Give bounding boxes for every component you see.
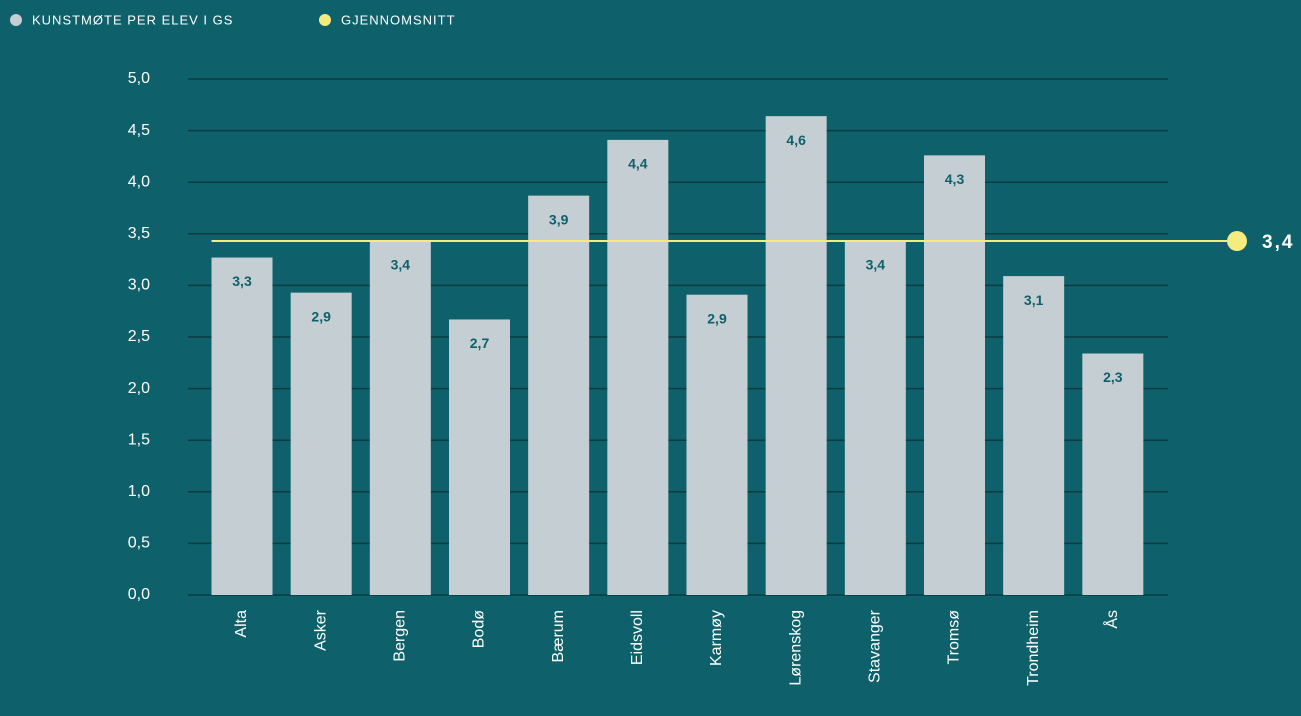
x-tick-label: Bærum [550, 610, 567, 662]
bar [369, 241, 431, 596]
y-tick-label: 5,0 [128, 70, 150, 87]
average-dot [1227, 231, 1247, 252]
bar [607, 139, 669, 595]
bar [686, 294, 748, 595]
x-tick-label: Ås [1102, 610, 1121, 629]
x-tick-label: Bergen [392, 610, 409, 662]
value-label: 2,7 [470, 335, 490, 351]
value-label: 2,9 [311, 308, 331, 324]
bar [1082, 353, 1144, 595]
value-label: 3,4 [866, 257, 886, 273]
value-label: 4,3 [945, 171, 965, 187]
average-label: 3,4 [1262, 232, 1294, 253]
x-tick-label: Asker [312, 609, 329, 651]
bar [528, 195, 590, 595]
y-tick-label: 1,5 [128, 431, 150, 448]
bar [844, 241, 906, 596]
y-tick-label: 2,0 [128, 380, 150, 397]
x-tick-label: Eidsvoll [629, 610, 646, 665]
y-tick-label: 0,5 [128, 535, 150, 552]
x-tick-label: Tromsø [946, 610, 963, 665]
y-tick-label: 0,0 [128, 586, 150, 603]
value-label: 3,3 [232, 273, 252, 289]
legend-swatch [10, 14, 22, 26]
x-tick-label: Karmøy [708, 610, 725, 666]
x-tick-label: Lørenskog [787, 610, 804, 686]
value-label: 4,6 [786, 132, 806, 148]
y-tick-label: 3,5 [128, 225, 150, 242]
value-label: 3,9 [549, 211, 569, 227]
y-tick-label: 4,0 [128, 173, 150, 190]
y-tick-label: 3,0 [128, 277, 150, 294]
value-label: 4,4 [628, 156, 648, 172]
x-tick-label: Stavanger [867, 609, 884, 683]
bar [211, 257, 273, 595]
x-tick-label: Trondheim [1025, 610, 1042, 686]
y-tick-label: 1,0 [128, 483, 150, 500]
x-tick-label: Bodø [471, 610, 488, 648]
bar [449, 319, 510, 595]
value-label: 2,9 [707, 310, 727, 326]
bar [290, 292, 352, 595]
bar [924, 155, 985, 596]
legend-label: GJENNOMSNITT [341, 12, 456, 27]
value-label: 2,3 [1103, 369, 1123, 385]
legend-label: KUNSTMØTE PER ELEV I GS [32, 12, 233, 27]
y-tick-label: 4,5 [128, 122, 150, 139]
x-tick-label: Alta [233, 610, 250, 638]
bar [1003, 276, 1065, 595]
bar [765, 116, 827, 595]
y-tick-label: 2,5 [128, 328, 150, 345]
value-label: 3,4 [391, 257, 411, 273]
value-label: 3,1 [1024, 292, 1044, 308]
legend-swatch [319, 14, 331, 26]
